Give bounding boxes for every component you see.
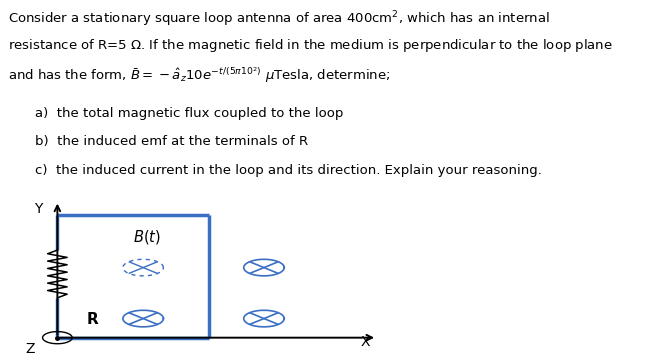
Text: b)  the induced emf at the terminals of R: b) the induced emf at the terminals of R bbox=[35, 135, 308, 148]
Text: Z: Z bbox=[26, 342, 35, 356]
Text: Y: Y bbox=[34, 202, 42, 216]
Text: resistance of R=5 $\Omega$. If the magnetic field in the medium is perpendicular: resistance of R=5 $\Omega$. If the magne… bbox=[8, 37, 613, 54]
Text: X: X bbox=[361, 336, 370, 349]
Text: $\mathbf{\mathit{B(t)}}$: $\mathbf{\mathit{B(t)}}$ bbox=[133, 228, 161, 246]
Text: and has the form, $\bar{B} = -\hat{a}_z 10e^{-t/(5\pi 10^2)}$ $\mu$Tesla, determ: and has the form, $\bar{B} = -\hat{a}_z … bbox=[8, 66, 390, 85]
Text: a)  the total magnetic flux coupled to the loop: a) the total magnetic flux coupled to th… bbox=[35, 107, 343, 120]
Text: c)  the induced current in the loop and its direction. Explain your reasoning.: c) the induced current in the loop and i… bbox=[35, 164, 542, 177]
Text: $\mathbf{R}$: $\mathbf{R}$ bbox=[86, 311, 99, 327]
Text: Consider a stationary square loop antenna of area 400cm$^2$, which has an intern: Consider a stationary square loop antenn… bbox=[8, 9, 550, 29]
